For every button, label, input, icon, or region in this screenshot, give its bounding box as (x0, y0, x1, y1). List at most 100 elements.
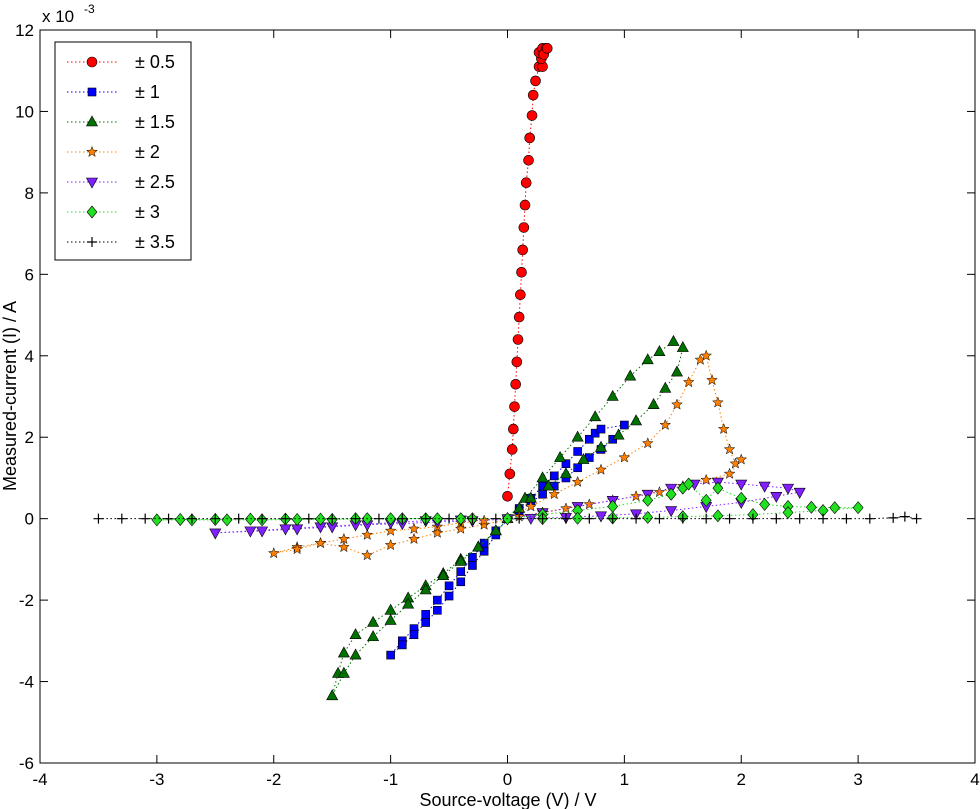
data-point (864, 513, 875, 524)
data-point (151, 513, 163, 527)
data-point (641, 353, 654, 365)
data-point (852, 501, 864, 515)
y-tick-label: -6 (19, 754, 34, 773)
data-point (700, 493, 712, 507)
y-tick-label: 2 (25, 428, 34, 447)
data-point (724, 513, 735, 524)
series-2 (326, 334, 689, 701)
legend-entry: ± 3 (67, 202, 160, 222)
data-point (670, 365, 683, 377)
data-point (665, 487, 677, 501)
y-tick-label: 8 (25, 184, 34, 203)
data-point (700, 473, 713, 486)
data-point (256, 526, 269, 538)
data-point (584, 513, 595, 524)
data-point (624, 369, 637, 381)
data-point (291, 513, 303, 526)
data-point (349, 628, 362, 640)
data-point (93, 513, 104, 524)
data-point (337, 666, 350, 678)
data-point (420, 513, 431, 524)
data-point (841, 513, 852, 524)
data-point (433, 595, 442, 605)
data-point (433, 605, 442, 615)
data-point (367, 615, 380, 627)
data-point (384, 613, 397, 625)
data-point (490, 513, 501, 524)
data-point (244, 512, 256, 526)
data-point (510, 378, 521, 390)
series-line (507, 47, 548, 497)
data-point (523, 155, 534, 166)
legend-marker (85, 177, 99, 189)
series-layer (93, 43, 922, 701)
series-line (273, 354, 742, 556)
data-point (454, 554, 467, 566)
data-point (456, 567, 466, 576)
data-point (519, 199, 531, 211)
data-point (712, 481, 724, 495)
legend-entry: ± 0.5 (67, 52, 175, 72)
data-point (221, 513, 233, 527)
series-0 (502, 43, 553, 502)
data-point (419, 583, 432, 595)
data-point (526, 110, 538, 121)
y-axis-label: Measured-current (I) / A (0, 301, 20, 491)
data-point (829, 501, 841, 515)
data-point (530, 75, 541, 87)
data-point (560, 502, 572, 514)
data-point (384, 538, 397, 551)
data-point (654, 513, 665, 524)
data-point (437, 569, 450, 580)
data-point (479, 538, 489, 548)
data-point (398, 640, 407, 650)
data-point (186, 513, 197, 524)
data-point (677, 513, 688, 524)
data-point (291, 542, 304, 555)
data-point (606, 389, 619, 401)
data-point (116, 513, 127, 524)
x-tick-label: -1 (383, 770, 398, 789)
data-point (781, 483, 795, 495)
data-point (607, 513, 618, 524)
data-point (541, 43, 553, 54)
data-point (888, 512, 899, 523)
data-point (554, 450, 567, 462)
data-point (267, 547, 280, 559)
data-point (758, 481, 771, 493)
data-point (337, 532, 350, 545)
data-point (618, 451, 631, 463)
data-point (337, 646, 350, 658)
data-point (612, 428, 625, 440)
y-tick-label: 12 (15, 21, 34, 40)
data-point (454, 522, 467, 534)
legend-entry: ± 3.5 (67, 232, 175, 252)
data-point (280, 513, 291, 524)
data-point (571, 430, 584, 442)
data-point (524, 132, 536, 144)
y-tick-label: 0 (25, 510, 34, 529)
data-point (361, 549, 374, 561)
data-point (665, 506, 678, 518)
data-point (583, 498, 596, 510)
data-point (571, 475, 584, 488)
x-tick-label: -3 (149, 770, 164, 789)
x-tick-label: 1 (620, 770, 629, 789)
data-point (701, 513, 712, 524)
data-point (572, 511, 584, 525)
data-point (735, 453, 748, 465)
data-point (314, 536, 327, 549)
data-point (559, 467, 572, 479)
legend-entry: ± 1 (67, 82, 160, 102)
data-point (513, 311, 525, 323)
data-point (512, 334, 524, 345)
data-point (244, 526, 257, 538)
data-point (326, 689, 339, 701)
data-point (421, 618, 430, 627)
data-point (683, 477, 695, 491)
data-point (700, 349, 713, 361)
legend-label: ± 1.5 (135, 112, 175, 132)
x-tick-label: 3 (853, 770, 862, 789)
